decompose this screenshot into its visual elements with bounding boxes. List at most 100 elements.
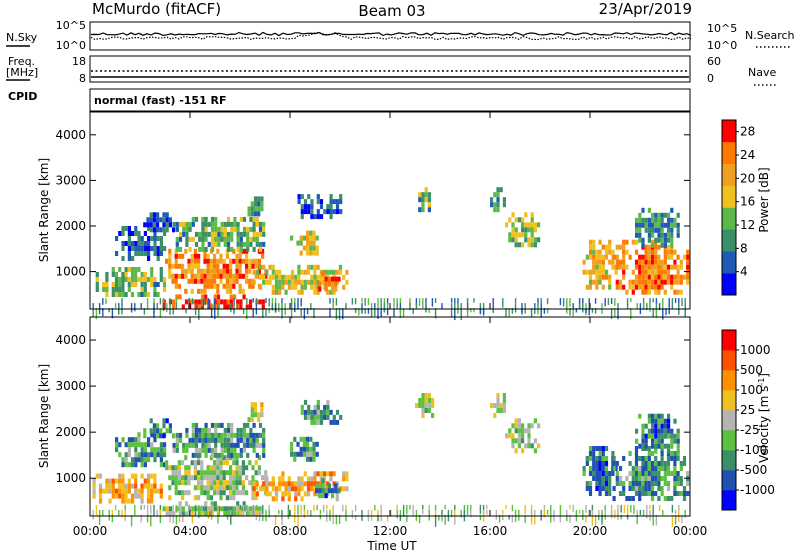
range-gate-cell	[650, 461, 655, 466]
range-gate-cell	[236, 303, 238, 310]
range-gate-cell	[127, 236, 131, 241]
range-gate-cell	[140, 277, 144, 282]
range-gate-cell	[313, 491, 317, 497]
range-gate-cell	[229, 480, 233, 486]
range-gate-cell	[156, 282, 160, 287]
range-gate-cell	[316, 471, 320, 477]
range-gate-cell	[601, 274, 605, 280]
range-gate-cell	[424, 197, 428, 203]
range-gate-cell	[594, 308, 597, 314]
range-gate-cell	[657, 237, 661, 243]
range-gate-cell	[229, 475, 233, 481]
range-gate-cell	[650, 476, 655, 481]
range-gate-cell	[322, 274, 327, 280]
range-gate-cell	[297, 476, 301, 482]
range-gate-cell	[654, 461, 658, 466]
range-gate-cell	[644, 249, 648, 255]
range-gate-cell	[153, 236, 157, 241]
range-gate-cell	[121, 478, 125, 484]
range-gate-cell	[238, 283, 242, 289]
range-gate-cell	[670, 428, 674, 434]
range-gate-cell	[326, 504, 328, 509]
range-gate-cell	[222, 263, 226, 269]
range-gate-cell	[679, 274, 683, 280]
range-gate-cell	[150, 447, 154, 453]
colorbar-swatch	[722, 350, 736, 371]
range-gate-cell	[162, 212, 166, 218]
range-gate-cell	[191, 422, 195, 428]
range-gate-cell	[159, 298, 162, 305]
range-gate-cell	[303, 284, 307, 290]
range-gate-cell	[650, 269, 655, 275]
range-gate-cell	[631, 284, 635, 290]
range-gate-cell	[319, 514, 322, 520]
range-gate-cell	[134, 509, 136, 515]
range-gate-cell	[578, 303, 581, 309]
range-gate-cell	[194, 442, 199, 448]
range-gate-cell	[638, 279, 642, 285]
range-gate-cell	[258, 226, 263, 232]
range-gate-cell	[628, 471, 632, 476]
range-gate-cell	[316, 194, 320, 200]
range-gate-cell	[147, 256, 151, 261]
range-gate-cell	[92, 509, 94, 520]
range-gate-cell	[191, 514, 194, 524]
range-gate-cell	[329, 471, 333, 477]
range-gate-cell	[188, 246, 192, 252]
range-gate-cell	[666, 486, 671, 491]
range-gate-cell	[213, 273, 217, 279]
range-gate-cell	[262, 452, 266, 458]
range-gate-cell	[679, 481, 683, 486]
range-gate-cell	[647, 244, 651, 250]
range-gate-cell	[460, 509, 462, 518]
range-gate-cell	[634, 466, 639, 471]
range-gate-cell	[260, 407, 264, 413]
range-gate-cell	[115, 447, 119, 453]
range-gate-cell	[635, 438, 639, 444]
range-gate-cell	[290, 446, 294, 452]
range-gate-cell	[345, 504, 347, 511]
range-gate-cell	[657, 466, 661, 471]
range-gate-cell	[399, 308, 402, 319]
range-gate-cell	[177, 470, 181, 476]
range-gate-cell	[306, 230, 310, 236]
range-gate-cell	[175, 298, 178, 304]
range-gate-cell	[319, 471, 323, 477]
range-gate-cell	[213, 490, 217, 496]
range-gate-cell	[143, 447, 147, 453]
range-gate-cell	[654, 254, 658, 260]
range-gate-cell	[361, 308, 363, 314]
range-gate-cell	[638, 237, 642, 243]
range-gate-cell	[530, 423, 534, 429]
range-gate-cell	[182, 442, 186, 448]
range-gate-cell	[198, 504, 200, 515]
station-title: McMurdo (fitACF)	[92, 0, 221, 18]
range-gate-cell	[307, 209, 311, 215]
range-gate-cell	[678, 303, 680, 312]
range-gate-cell	[326, 204, 330, 210]
range-gate-cell	[530, 242, 534, 248]
range-gate-cell	[657, 486, 661, 491]
range-gate-cell	[287, 504, 290, 515]
range-gate-cell	[450, 298, 453, 303]
range-gate-cell	[418, 192, 422, 198]
range-gate-cell	[258, 264, 263, 270]
range-gate-cell	[673, 456, 677, 461]
range-gate-cell	[533, 222, 537, 228]
range-gate-cell	[174, 273, 178, 279]
range-gate-cell	[268, 308, 270, 314]
range-gate-cell	[162, 282, 167, 287]
colorbar-tick-label: 8	[740, 241, 748, 255]
range-gate-cell	[537, 423, 541, 429]
range-gate-cell	[178, 236, 183, 242]
range-gate-cell	[617, 509, 619, 520]
range-gate-cell	[641, 486, 645, 491]
range-gate-cell	[592, 451, 596, 456]
range-gate-cell	[543, 308, 546, 314]
range-gate-cell	[209, 480, 213, 486]
range-gate-cell	[114, 303, 117, 309]
range-gate-cell	[559, 514, 562, 523]
range-gate-cell	[187, 475, 191, 481]
range-gate-cell	[153, 457, 157, 463]
range-gate-cell	[518, 509, 520, 521]
